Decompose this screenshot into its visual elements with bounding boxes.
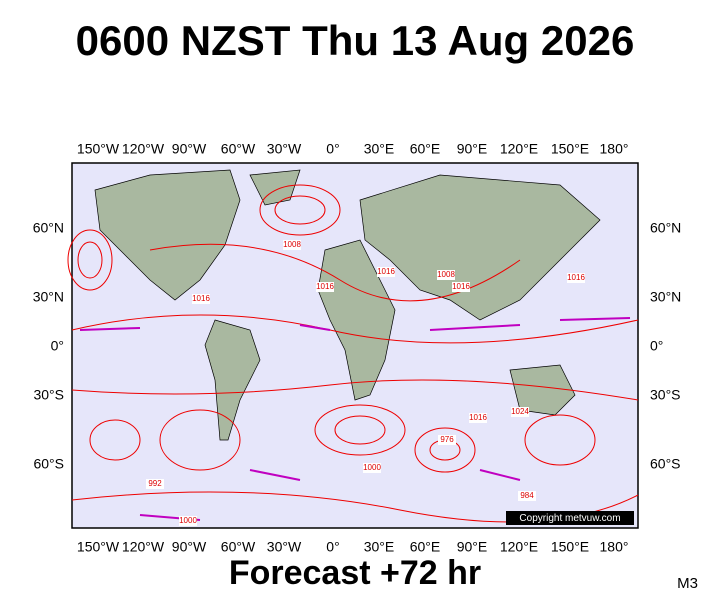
bottom-longitude: 90°W <box>172 539 207 555</box>
isobar-label: 976 <box>440 435 454 444</box>
left-latitude: 30°N <box>33 289 64 305</box>
isobar-label-bg <box>469 413 487 423</box>
precipitation <box>79 317 631 521</box>
top-longitude: 120°E <box>500 141 538 157</box>
model: M3 <box>677 575 698 592</box>
top-longitude: 30°E <box>364 141 395 157</box>
isobar-label-bg <box>179 516 197 526</box>
isobar-label-bg <box>452 282 470 292</box>
isobar-label-bg <box>192 294 210 304</box>
isobar-label: 1008 <box>437 270 455 279</box>
isobar-label-bg <box>511 407 529 417</box>
left-latitude: 60°S <box>33 456 64 472</box>
top-longitude: 0° <box>326 141 339 157</box>
isobar-label: 1016 <box>469 413 487 422</box>
isobar-label-bg <box>316 282 334 292</box>
top-longitude: 120°W <box>122 141 165 157</box>
top-longitude: 60°W <box>221 141 256 157</box>
isobar-label-bg <box>146 479 164 489</box>
top-longitude: 90°E <box>457 141 488 157</box>
bottom-longitude: 60°W <box>221 539 256 555</box>
bottom-longitude: 180° <box>600 539 629 555</box>
isobar-label: 1016 <box>192 294 210 303</box>
top-longitude: 30°W <box>267 141 302 157</box>
bottom-longitude: 120°E <box>500 539 538 555</box>
bottom-longitude: 60°E <box>410 539 441 555</box>
isobar-label-bg <box>377 267 395 277</box>
left-latitude: 30°S <box>33 387 64 403</box>
bottom-longitude: 30°W <box>267 539 302 555</box>
title: 0600 NZST Thu 13 Aug 2026 <box>76 17 635 64</box>
top-longitude: 180° <box>600 141 629 157</box>
top-longitude: 150°W <box>77 141 120 157</box>
bottom-longitude: 90°E <box>457 539 488 555</box>
bottom-longitude: 150°E <box>551 539 589 555</box>
top-longitude: 60°E <box>410 141 441 157</box>
right-latitude: 30°N <box>650 289 681 305</box>
isobar-label-bg <box>518 491 536 501</box>
isobar-label: 992 <box>148 479 162 488</box>
isobar-label: 1024 <box>511 407 529 416</box>
isobar-label-bg <box>567 273 585 283</box>
right-latitude: 0° <box>650 338 663 354</box>
right-latitude: 60°N <box>650 220 681 236</box>
isobar-label: 1016 <box>452 282 470 291</box>
bottom-longitude: 30°E <box>364 539 395 555</box>
isobar-label-bg <box>438 435 456 445</box>
top-longitude: 150°E <box>551 141 589 157</box>
land <box>94 169 601 441</box>
isobar-label: 984 <box>520 491 534 500</box>
right-latitude: 60°S <box>650 456 681 472</box>
left-latitude: 0° <box>51 338 64 354</box>
top-longitude: 90°W <box>172 141 207 157</box>
copyright: Copyright metvuw.com <box>519 513 620 524</box>
isobar-label-bg <box>437 270 455 280</box>
isobar-label-bg <box>283 240 301 250</box>
map: Copyright metvuw.com <box>67 162 639 529</box>
left-latitude: 60°N <box>33 220 64 236</box>
bottom-longitude: 120°W <box>122 539 165 555</box>
isobar-label: 1008 <box>283 240 301 249</box>
copyright-box <box>506 511 634 525</box>
footer: Forecast +72 hr <box>229 554 481 592</box>
right-latitude: 30°S <box>650 387 681 403</box>
isobar-label-bg <box>363 463 381 473</box>
isobar-label: 1016 <box>377 267 395 276</box>
isobar-label: 1016 <box>567 273 585 282</box>
bottom-longitude: 150°W <box>77 539 120 555</box>
isobar-label: 1000 <box>179 516 197 525</box>
bottom-longitude: 0° <box>326 539 339 555</box>
isobar-label: 1000 <box>363 463 381 472</box>
isobar-label: 1016 <box>316 282 334 291</box>
